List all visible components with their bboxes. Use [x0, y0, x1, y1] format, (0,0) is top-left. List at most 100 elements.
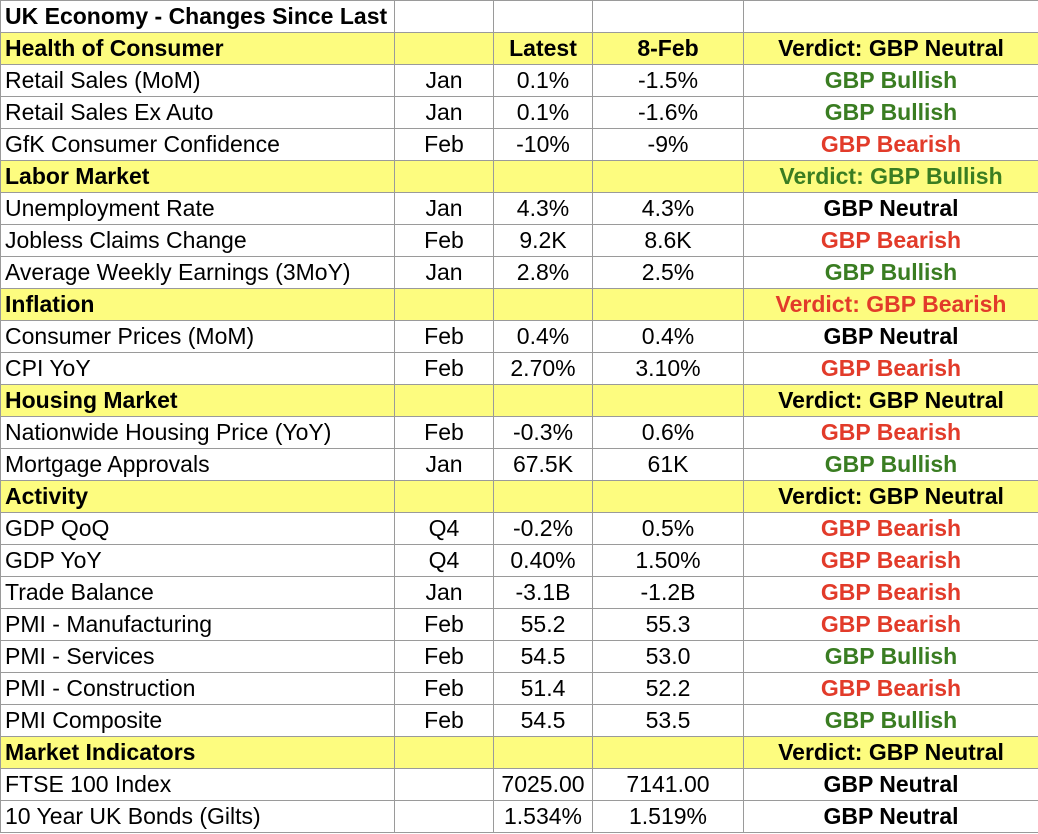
latest-column-header[interactable]: [493, 736, 593, 769]
latest-value-cell[interactable]: -10%: [493, 128, 593, 161]
indicator-cell[interactable]: GfK Consumer Confidence: [0, 128, 395, 161]
section-verdict[interactable]: Verdict: GBP Neutral: [743, 384, 1038, 417]
period-cell[interactable]: Feb: [394, 224, 494, 257]
indicator-cell[interactable]: 10 Year UK Bonds (Gilts): [0, 800, 395, 833]
sheet-title[interactable]: UK Economy - Changes Since Last BoE Meet…: [0, 0, 395, 33]
verdict-cell[interactable]: GBP Neutral: [743, 192, 1038, 225]
period-cell[interactable]: [394, 800, 494, 833]
previous-value-cell[interactable]: 61K: [592, 448, 744, 481]
verdict-cell[interactable]: GBP Bullish: [743, 640, 1038, 673]
indicator-cell[interactable]: PMI - Services: [0, 640, 395, 673]
section-name[interactable]: Activity: [0, 480, 395, 513]
previous-value-cell[interactable]: 53.5: [592, 704, 744, 737]
latest-value-cell[interactable]: 2.8%: [493, 256, 593, 289]
period-cell[interactable]: Feb: [394, 416, 494, 449]
previous-value-cell[interactable]: -1.5%: [592, 64, 744, 97]
latest-value-cell[interactable]: 55.2: [493, 608, 593, 641]
previous-value-cell[interactable]: 0.4%: [592, 320, 744, 353]
latest-value-cell[interactable]: 54.5: [493, 640, 593, 673]
period-cell[interactable]: [394, 768, 494, 801]
previous-value-cell[interactable]: 0.6%: [592, 416, 744, 449]
empty-cell[interactable]: [592, 0, 744, 33]
latest-column-header[interactable]: [493, 480, 593, 513]
previous-value-cell[interactable]: 8.6K: [592, 224, 744, 257]
previous-value-cell[interactable]: 4.3%: [592, 192, 744, 225]
period-cell[interactable]: Q4: [394, 544, 494, 577]
previous-value-cell[interactable]: -1.6%: [592, 96, 744, 129]
previous-value-cell[interactable]: 0.5%: [592, 512, 744, 545]
empty-cell[interactable]: [493, 0, 593, 33]
indicator-cell[interactable]: Jobless Claims Change: [0, 224, 395, 257]
previous-value-cell[interactable]: 7141.00: [592, 768, 744, 801]
verdict-cell[interactable]: GBP Bullish: [743, 448, 1038, 481]
indicator-cell[interactable]: PMI Composite: [0, 704, 395, 737]
empty-cell[interactable]: [394, 0, 494, 33]
verdict-cell[interactable]: GBP Bearish: [743, 224, 1038, 257]
latest-value-cell[interactable]: 0.1%: [493, 96, 593, 129]
period-cell[interactable]: Jan: [394, 576, 494, 609]
previous-column-header[interactable]: [592, 288, 744, 321]
verdict-cell[interactable]: GBP Neutral: [743, 800, 1038, 833]
previous-column-header[interactable]: [592, 160, 744, 193]
verdict-cell[interactable]: GBP Neutral: [743, 320, 1038, 353]
period-cell[interactable]: Feb: [394, 672, 494, 705]
empty-cell[interactable]: [743, 0, 1038, 33]
verdict-cell[interactable]: GBP Bearish: [743, 576, 1038, 609]
indicator-cell[interactable]: GDP YoY: [0, 544, 395, 577]
previous-value-cell[interactable]: 2.5%: [592, 256, 744, 289]
verdict-cell[interactable]: GBP Neutral: [743, 768, 1038, 801]
period-cell[interactable]: Feb: [394, 704, 494, 737]
verdict-cell[interactable]: GBP Bearish: [743, 608, 1038, 641]
verdict-cell[interactable]: GBP Bearish: [743, 544, 1038, 577]
latest-column-header[interactable]: Latest: [493, 32, 593, 65]
indicator-cell[interactable]: Average Weekly Earnings (3MoY): [0, 256, 395, 289]
period-cell[interactable]: Jan: [394, 192, 494, 225]
indicator-cell[interactable]: Mortgage Approvals: [0, 448, 395, 481]
section-verdict[interactable]: Verdict: GBP Neutral: [743, 32, 1038, 65]
period-cell[interactable]: Q4: [394, 512, 494, 545]
period-cell[interactable]: Jan: [394, 256, 494, 289]
previous-value-cell[interactable]: 1.519%: [592, 800, 744, 833]
previous-value-cell[interactable]: 1.50%: [592, 544, 744, 577]
latest-value-cell[interactable]: 1.534%: [493, 800, 593, 833]
section-verdict[interactable]: Verdict: GBP Neutral: [743, 736, 1038, 769]
indicator-cell[interactable]: Consumer Prices (MoM): [0, 320, 395, 353]
indicator-cell[interactable]: Retail Sales Ex Auto: [0, 96, 395, 129]
previous-value-cell[interactable]: 52.2: [592, 672, 744, 705]
period-cell[interactable]: Feb: [394, 320, 494, 353]
empty-cell[interactable]: [394, 160, 494, 193]
previous-column-header[interactable]: [592, 736, 744, 769]
previous-column-header[interactable]: [592, 480, 744, 513]
latest-value-cell[interactable]: -3.1B: [493, 576, 593, 609]
section-verdict[interactable]: Verdict: GBP Neutral: [743, 480, 1038, 513]
indicator-cell[interactable]: CPI YoY: [0, 352, 395, 385]
previous-value-cell[interactable]: 55.3: [592, 608, 744, 641]
section-name[interactable]: Health of Consumer: [0, 32, 395, 65]
latest-value-cell[interactable]: 2.70%: [493, 352, 593, 385]
indicator-cell[interactable]: Nationwide Housing Price (YoY): [0, 416, 395, 449]
latest-value-cell[interactable]: 9.2K: [493, 224, 593, 257]
latest-column-header[interactable]: [493, 288, 593, 321]
previous-column-header[interactable]: 8-Feb: [592, 32, 744, 65]
latest-value-cell[interactable]: 4.3%: [493, 192, 593, 225]
verdict-cell[interactable]: GBP Bullish: [743, 96, 1038, 129]
verdict-cell[interactable]: GBP Bullish: [743, 64, 1038, 97]
empty-cell[interactable]: [394, 32, 494, 65]
section-name[interactable]: Housing Market: [0, 384, 395, 417]
indicator-cell[interactable]: Trade Balance: [0, 576, 395, 609]
period-cell[interactable]: Feb: [394, 128, 494, 161]
latest-value-cell[interactable]: 51.4: [493, 672, 593, 705]
section-name[interactable]: Labor Market: [0, 160, 395, 193]
latest-value-cell[interactable]: -0.2%: [493, 512, 593, 545]
latest-value-cell[interactable]: 0.1%: [493, 64, 593, 97]
indicator-cell[interactable]: Retail Sales (MoM): [0, 64, 395, 97]
verdict-cell[interactable]: GBP Bearish: [743, 672, 1038, 705]
period-cell[interactable]: Feb: [394, 608, 494, 641]
latest-column-header[interactable]: [493, 160, 593, 193]
verdict-cell[interactable]: GBP Bullish: [743, 704, 1038, 737]
indicator-cell[interactable]: Unemployment Rate: [0, 192, 395, 225]
previous-value-cell[interactable]: 3.10%: [592, 352, 744, 385]
latest-value-cell[interactable]: 7025.00: [493, 768, 593, 801]
section-verdict[interactable]: Verdict: GBP Bullish: [743, 160, 1038, 193]
empty-cell[interactable]: [394, 384, 494, 417]
